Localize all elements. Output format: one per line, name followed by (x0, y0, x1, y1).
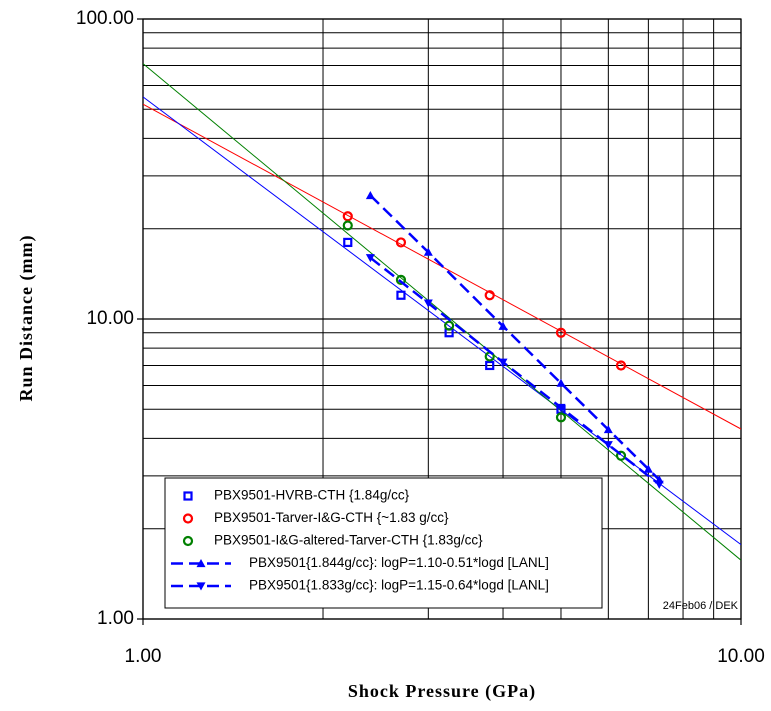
marker (615, 360, 627, 371)
legend-label: PBX9501-Tarver-I&G-CTH {~1.83 g/cc} (214, 510, 449, 525)
series-line (369, 194, 661, 481)
plot-frame (142, 18, 742, 620)
marker (196, 582, 206, 591)
x-axis-title: Shock Pressure (GPa) (348, 681, 536, 702)
y-axis-title: Run Distance (mm) (16, 235, 37, 402)
marker (603, 425, 613, 434)
y-tick-label: 1.00 (97, 608, 134, 629)
marker (615, 450, 627, 461)
y-tick-label: 10.00 (86, 308, 134, 329)
fit-line (143, 96, 741, 546)
marker (654, 480, 664, 489)
marker (342, 211, 353, 222)
x-tick-label: 1.00 (125, 646, 162, 667)
x-tick-label: 10.00 (717, 646, 765, 667)
legend: PBX9501-HVRB-CTH {1.84g/cc} PBX9501-Tarve… (164, 477, 603, 609)
marker (555, 327, 567, 338)
y-tick-label: 100.00 (76, 8, 134, 29)
legend-label: PBX9501{1.833g/cc}: logP=1.15-0.64*logd … (249, 578, 549, 593)
fit-line (143, 63, 741, 561)
marker (484, 290, 495, 301)
marker (444, 320, 455, 331)
marker (182, 535, 194, 547)
marker (423, 299, 433, 308)
legend-label: PBX9501-HVRB-CTH {1.84g/cc} (214, 488, 410, 503)
marker (556, 403, 566, 412)
marker (643, 464, 653, 473)
annotation: 24Feb06 / DEK (663, 600, 739, 612)
marker (395, 274, 407, 285)
marker (485, 360, 495, 371)
legend-box (164, 477, 603, 609)
series-line (369, 256, 661, 486)
legend-label: PBX9501{1.844g/cc}: logP=1.10-0.51*logd … (249, 555, 549, 570)
marker (196, 559, 206, 568)
marker (395, 237, 407, 248)
marker (603, 441, 613, 450)
marker (365, 191, 375, 200)
marker (556, 378, 566, 387)
marker (423, 247, 433, 256)
marker (343, 237, 353, 248)
marker (498, 358, 508, 367)
marker (555, 412, 567, 423)
marker (342, 220, 353, 231)
legend-label: PBX9501-I&G-altered-Tarver-CTH {1.83g/cc… (214, 533, 483, 548)
marker (396, 290, 406, 300)
marker (365, 254, 375, 263)
marker (182, 513, 194, 524)
marker (183, 491, 193, 501)
marker (498, 321, 508, 330)
